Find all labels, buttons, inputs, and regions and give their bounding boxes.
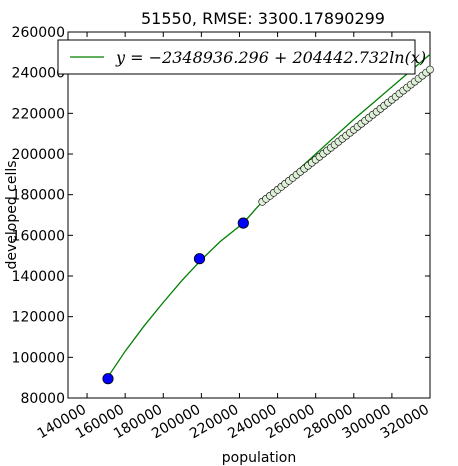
y-tick-label: 120000: [12, 310, 65, 326]
x-axis-label: population: [222, 450, 297, 466]
y-tick-label: 160000: [12, 228, 65, 244]
observed-point: [237, 217, 249, 229]
y-tick-label: 240000: [12, 66, 65, 82]
plot-frame: [67, 31, 431, 399]
legend: y = −2348936.296 + 204442.732ln(x): [57, 39, 426, 75]
chart-title: 51550, RMSE: 3300.17890299: [141, 9, 385, 28]
y-axis-label: developed cells: [4, 160, 20, 269]
legend-label: y = −2348936.296 + 204442.732ln(x): [115, 48, 426, 67]
y-tick-label: 140000: [12, 269, 65, 285]
observed-point: [193, 253, 206, 265]
y-tick-label: 220000: [12, 106, 65, 122]
observed-points: [102, 217, 249, 385]
legend-box: [57, 39, 416, 75]
observed-point: [102, 373, 114, 385]
y-tick-label: 100000: [12, 350, 65, 366]
y-tick-label: 260000: [12, 25, 65, 41]
y-axis-ticks: 80000 100000 120000 140000 160000 180000 20000…: [12, 25, 430, 407]
projected-point: [426, 65, 434, 74]
y-tick-label: 80000: [20, 391, 65, 407]
y-tick-label: 200000: [12, 147, 65, 163]
projected-points: [258, 65, 434, 206]
y-tick-label: 180000: [12, 188, 65, 204]
